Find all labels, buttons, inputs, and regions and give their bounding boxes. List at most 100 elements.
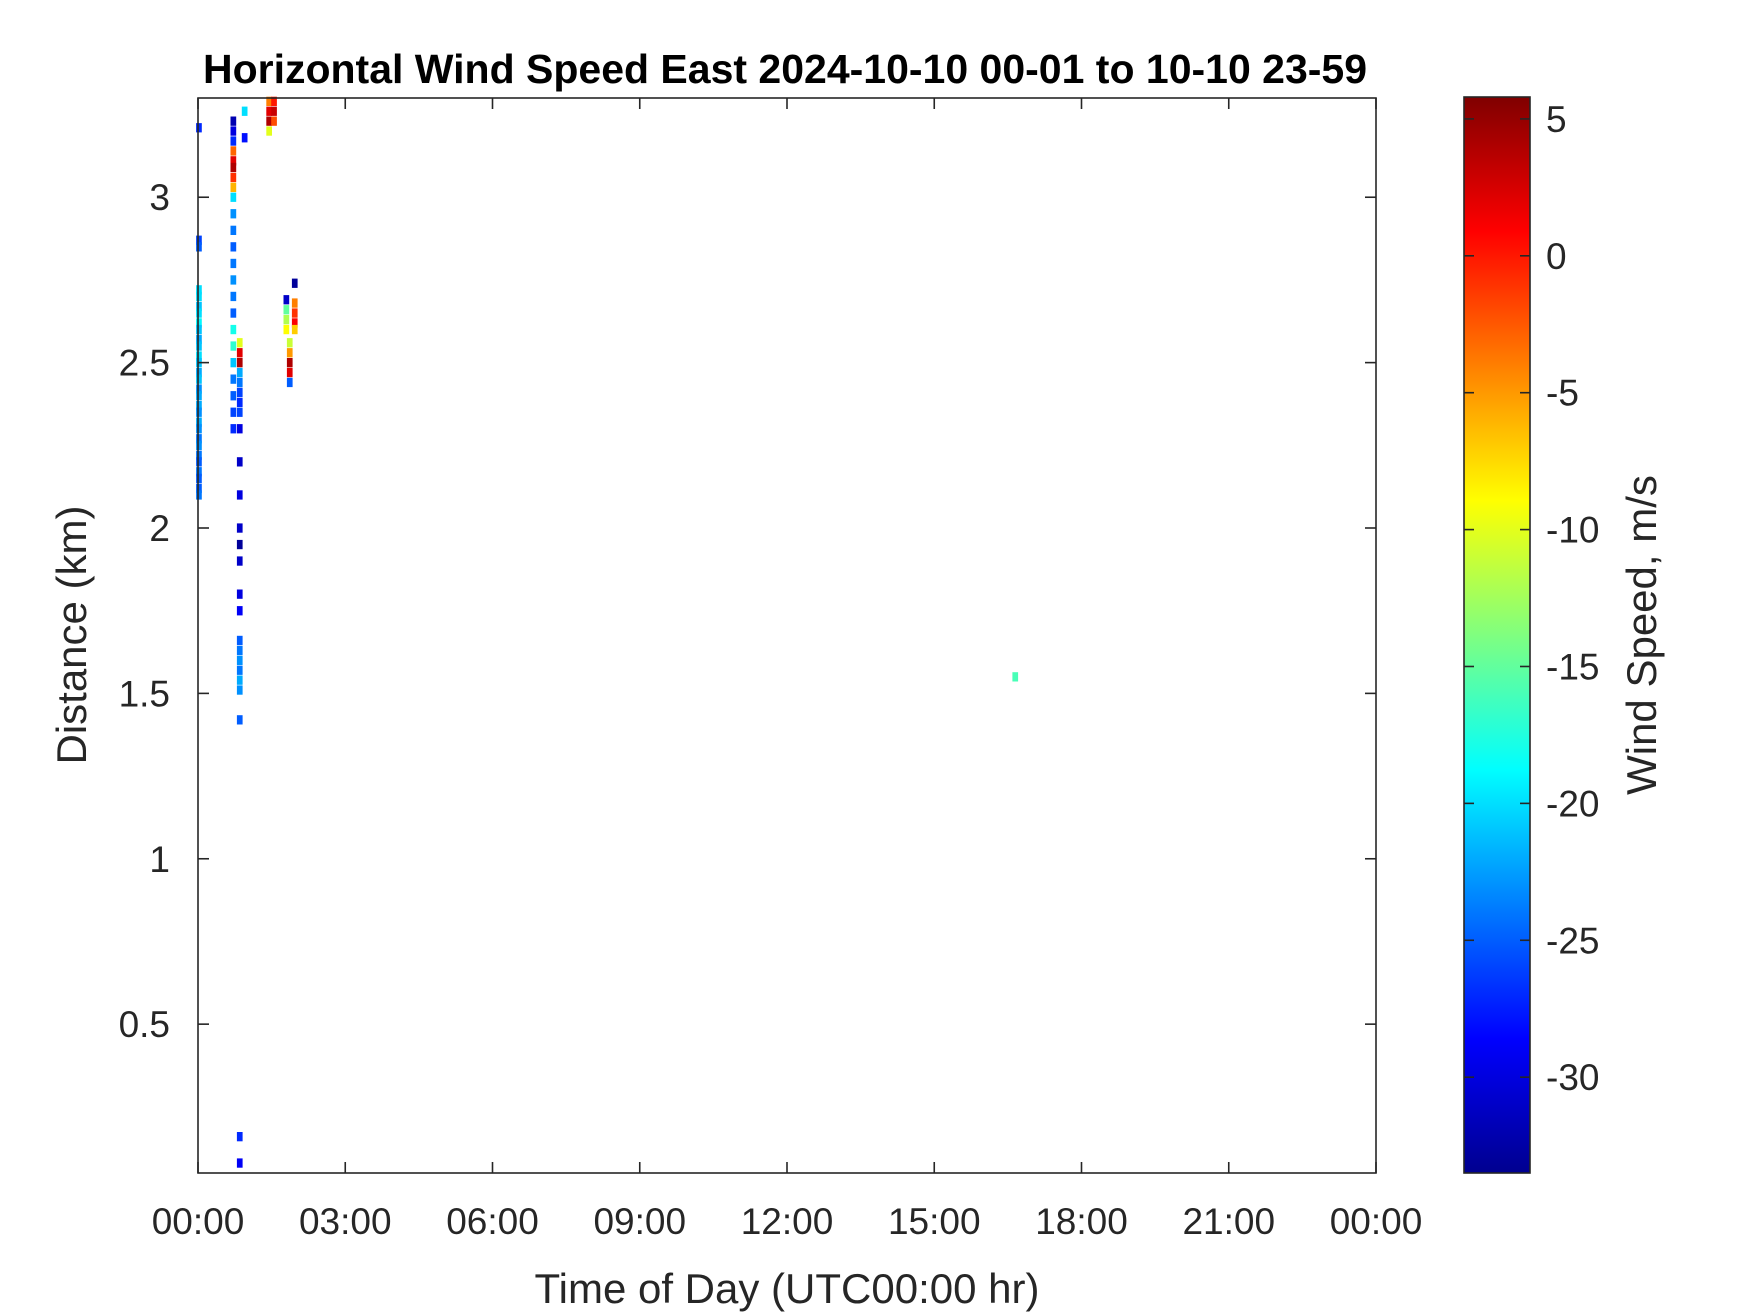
heatmap-cell — [266, 126, 272, 136]
heatmap-cell — [236, 424, 243, 434]
heatmap-cell — [196, 450, 202, 460]
y-axis-title: Distance (km) — [48, 505, 95, 764]
heatmap-cell — [236, 715, 243, 725]
heatmap-cell — [236, 1132, 243, 1142]
plot-background — [198, 98, 1376, 1173]
heatmap-cell — [286, 358, 293, 368]
heatmap-cell — [196, 291, 202, 302]
heatmap-cell — [230, 275, 237, 285]
x-axis-title: Time of Day (UTC00:00 hr) — [535, 1265, 1040, 1312]
colorbar-title: Wind Speed, m/s — [1618, 475, 1665, 795]
heatmap-cell — [266, 96, 272, 106]
heatmap-cell — [230, 225, 237, 235]
heatmap-cell — [230, 136, 237, 146]
heatmap-cell — [286, 338, 293, 348]
heatmap-cell — [230, 192, 237, 202]
colorbar-tick-label: -30 — [1546, 1057, 1599, 1098]
x-tick-label: 06:00 — [446, 1201, 539, 1242]
heatmap-cell — [230, 407, 237, 417]
heatmap-cell — [196, 467, 202, 477]
heatmap-cell — [196, 391, 202, 401]
heatmap-cell — [236, 338, 243, 348]
heatmap-cell — [196, 457, 202, 467]
heatmap-cell — [196, 473, 202, 484]
heatmap-cell — [236, 635, 243, 646]
heatmap-cell — [196, 301, 202, 312]
axis-ticks: 00:00 03:00 06:00 09:00 12:00 15:00 18:00 21:00… — [119, 98, 1423, 1242]
heatmap-cell — [196, 318, 202, 328]
heatmap-cell — [230, 424, 237, 434]
heatmap-cell — [236, 1158, 243, 1168]
heatmap-cell — [236, 387, 243, 397]
heatmap-cell — [236, 556, 243, 566]
heatmap-cell — [236, 675, 243, 685]
colorbar-tick-label: 0 — [1546, 236, 1567, 277]
heatmap-cell — [230, 308, 237, 318]
y-tick-label: 1 — [149, 839, 170, 880]
heatmap-cell — [236, 685, 243, 695]
heatmap-cell — [271, 116, 277, 126]
heatmap-cell — [241, 133, 248, 143]
heatmap-cell — [283, 295, 290, 305]
heatmap-cell — [230, 291, 237, 302]
x-tick-label: 03:00 — [299, 1201, 392, 1242]
heatmap-cell — [236, 539, 243, 550]
heatmap-cell — [230, 391, 237, 401]
heatmap-cell — [283, 324, 290, 335]
heatmap-cell — [236, 397, 243, 407]
heatmap-cell — [236, 407, 243, 417]
heatmap-cell — [271, 96, 277, 106]
heatmap-cell — [196, 407, 202, 417]
heatmap-cell — [291, 318, 298, 328]
heatmap-cell — [230, 374, 237, 384]
heatmap-cell — [266, 116, 272, 126]
heatmap-cell — [196, 384, 202, 394]
heatmap-cell — [236, 655, 243, 665]
chart-title: Horizontal Wind Speed East 2024-10-10 00… — [203, 46, 1367, 92]
heatmap-cell — [196, 242, 202, 252]
colorbar-tick-label: -25 — [1546, 920, 1599, 961]
colorbar: 5 0 -5 -10 -15 -20 -25 -30 Wind Speed, m/s — [1463, 96, 1665, 1174]
heatmap-cell — [196, 367, 202, 378]
heatmap-cell — [196, 308, 202, 318]
heatmap-cell — [230, 156, 237, 166]
heatmap-cell — [286, 367, 293, 378]
heatmap-cell — [236, 665, 243, 675]
heatmap-cell — [286, 377, 293, 388]
heatmap-cell — [196, 334, 202, 345]
heatmap-cells — [196, 96, 1019, 1168]
heatmap-cell — [236, 367, 243, 378]
colorbar-tick-label: -15 — [1546, 646, 1599, 687]
heatmap-cell — [241, 106, 248, 116]
x-tick-label: 12:00 — [741, 1201, 834, 1242]
x-tick-label: 00:00 — [1330, 1201, 1423, 1242]
heatmap-cell — [291, 278, 298, 288]
heatmap-cell — [236, 348, 243, 358]
plot-area: 00:00 03:00 06:00 09:00 12:00 15:00 18:00 21:00… — [119, 96, 1423, 1242]
heatmap-cell — [236, 457, 243, 467]
colorbar-tick-label: 5 — [1546, 99, 1567, 140]
x-tick-label: 15:00 — [888, 1201, 981, 1242]
y-tick-label: 1.5 — [119, 673, 170, 714]
heatmap-cell — [196, 324, 202, 335]
heatmap-cell — [236, 358, 243, 368]
x-tick-label: 18:00 — [1035, 1201, 1128, 1242]
heatmap-cell — [236, 589, 243, 599]
heatmap-cell — [291, 298, 298, 308]
colorbar-tick-label: -5 — [1546, 373, 1579, 414]
heatmap-cell — [236, 377, 243, 388]
heatmap-cell — [1012, 672, 1019, 682]
y-tick-label: 3 — [149, 177, 170, 218]
heatmap-cell — [230, 242, 237, 252]
heatmap-cell — [196, 434, 202, 444]
heatmap-cell — [230, 146, 237, 156]
heatmap-cell — [230, 209, 237, 219]
heatmap-cell — [196, 424, 202, 434]
heatmap-cell — [236, 606, 243, 616]
heatmap-cell — [286, 348, 293, 358]
colorbar-gradient — [1463, 96, 1531, 1174]
colorbar-tick-label: -20 — [1546, 783, 1599, 824]
heatmap-cell — [196, 341, 202, 351]
x-tick-label: 00:00 — [152, 1201, 245, 1242]
